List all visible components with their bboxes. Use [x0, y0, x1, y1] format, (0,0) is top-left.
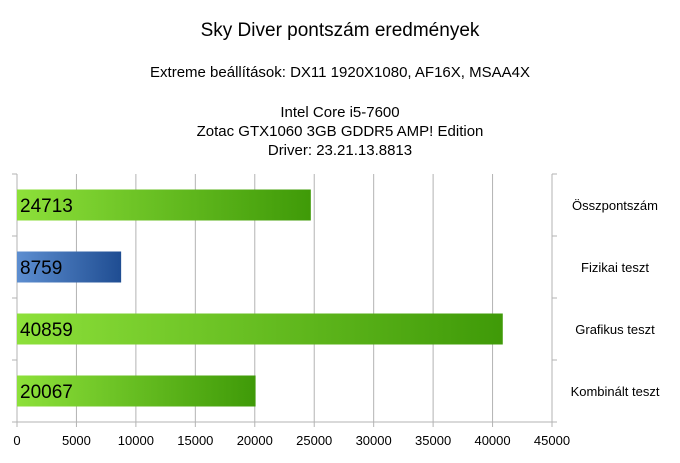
x-tick-label: 20000 — [237, 433, 273, 448]
x-tick-label: 0 — [13, 433, 20, 448]
category-label: Grafikus teszt — [575, 322, 655, 337]
info-gpu: Zotac GTX1060 3GB GDDR5 AMP! Edition — [196, 123, 484, 140]
bar — [17, 313, 503, 345]
x-tick-label: 15000 — [177, 433, 213, 448]
category-label: Fizikai teszt — [581, 260, 649, 275]
x-tick-label: 10000 — [118, 433, 154, 448]
bar — [17, 375, 256, 407]
chart-subtitle: Extreme beállítások: DX11 1920X1080, AF1… — [150, 64, 530, 81]
x-tick-label: 35000 — [415, 433, 451, 448]
category-label: Összpontszám — [572, 198, 658, 213]
x-tick-label: 45000 — [534, 433, 570, 448]
x-tick-label: 30000 — [356, 433, 392, 448]
category-label: Kombinált teszt — [571, 384, 660, 399]
bar-value-label: 24713 — [20, 196, 73, 217]
bar-value-label: 20067 — [20, 382, 73, 403]
x-tick-label: 40000 — [474, 433, 510, 448]
bar-value-label: 40859 — [20, 320, 73, 341]
info-cpu: Intel Core i5-7600 — [280, 104, 400, 121]
bar-value-label: 8759 — [20, 258, 62, 279]
x-tick-label: 25000 — [296, 433, 332, 448]
bar — [17, 189, 311, 221]
x-tick-label: 5000 — [62, 433, 91, 448]
bar — [17, 251, 122, 283]
info-driver: Driver: 23.21.13.8813 — [267, 142, 413, 159]
chart-title: Sky Diver pontszám eredmények — [200, 20, 480, 41]
